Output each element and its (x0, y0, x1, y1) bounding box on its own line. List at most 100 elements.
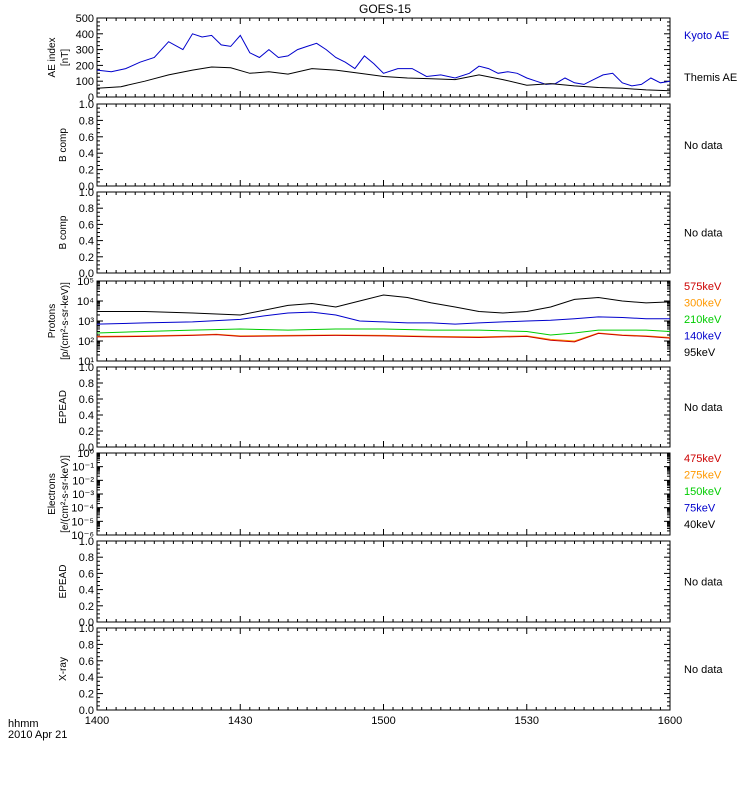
y-tick-label: 0.6 (79, 132, 94, 144)
no-data-label: No data (684, 140, 723, 152)
legend-entry: Themis AE (684, 72, 737, 84)
no-data-label: No data (684, 402, 723, 414)
panel-frame (96, 191, 671, 274)
y-tick-label: 1.0 (79, 99, 94, 111)
y-axis-label: X-ray (58, 657, 69, 681)
x-tick-label: 1500 (371, 715, 395, 727)
y-tick-label: 0 (88, 92, 94, 104)
y-tick-label: 0.8 (79, 203, 94, 215)
y-tick-label: 0.8 (79, 378, 94, 390)
y-tick-label: 1.0 (79, 623, 94, 635)
legend-entry: 40keV (684, 519, 716, 531)
panel-bcomp1: 0.0 0.2 0.4 0.6 0.8 1.0 B comp No data (58, 99, 723, 193)
y-axis-label: B comp (58, 215, 69, 249)
legend-entry: 475keV (684, 453, 722, 465)
y-tick-label: 10⁻² (72, 475, 94, 487)
y-tick-label: 10⁵ (77, 276, 94, 288)
y-tick-label: 500 (76, 13, 94, 25)
panel-epead2: 0.0 0.2 0.4 0.6 0.8 1.0 EPEAD No data (58, 536, 723, 629)
y-tick-label: 10⁻⁵ (71, 516, 94, 528)
y-tick-label: 0.4 (79, 236, 94, 248)
y-tick-label: 10⁻³ (72, 489, 94, 501)
y-tick-label: 10⁰ (77, 448, 94, 460)
y-tick-label: 10² (78, 336, 94, 348)
x-axis: 1400 1430 1500 1530 1600 (85, 715, 682, 727)
y-tick-label: 1.0 (79, 362, 94, 374)
x-tick-label: 1600 (658, 715, 682, 727)
panel-frame (96, 627, 671, 711)
y-tick-label: 0.8 (79, 552, 94, 564)
y-tick-label: 0.6 (79, 656, 94, 668)
panel-frame (96, 103, 671, 187)
y-tick-label: 0.4 (79, 672, 94, 684)
series-line-575kev (96, 332, 671, 343)
y-tick-label: 0.0 (79, 181, 94, 193)
y-tick-label: 0.2 (79, 426, 94, 438)
panel-epead1: 0.0 0.2 0.4 0.6 0.8 1.0 EPEAD No data (58, 362, 723, 454)
legend-entry: 140keV (684, 331, 722, 343)
panels-group: 0 100 200 300 400 500 AE index [nT] Kyoto AE Them… (47, 13, 737, 717)
panel-frame (96, 452, 671, 536)
y-tick-label: 0.8 (79, 115, 94, 127)
y-tick-label: 100 (76, 76, 94, 88)
legend-entry: 210keV (684, 314, 722, 326)
y-tick-label: 10¹ (78, 356, 94, 368)
chart-title: GOES-15 (359, 2, 411, 16)
y-tick-label: 0.8 (79, 639, 94, 651)
y-tick-label: 400 (76, 29, 94, 41)
y-axis-label: [p/(cm²-s-sr-keV)] (60, 282, 71, 360)
y-tick-label: 0.2 (79, 252, 94, 264)
y-tick-label: 300 (76, 45, 94, 57)
x-tick-label: 1400 (85, 715, 109, 727)
y-axis-label: [e/(cm²-s-sr-keV)] (60, 455, 71, 533)
panel-xray: 0.0 0.2 0.4 0.6 0.8 1.0 X-ray No data (58, 623, 723, 717)
y-axis-label: EPEAD (58, 565, 69, 599)
legend-entry: 95keV (684, 347, 716, 359)
panel-bcomp2: 0.0 0.2 0.4 0.6 0.8 1.0 B comp No data (58, 187, 723, 280)
y-tick-label: 0.0 (79, 442, 94, 454)
legend-entry: 575keV (684, 281, 722, 293)
y-tick-label: 0.2 (79, 165, 94, 177)
y-tick-label: 10⁻⁴ (71, 503, 94, 515)
y-tick-label: 0.2 (79, 689, 94, 701)
series-line-140kev (96, 311, 670, 325)
no-data-label: No data (684, 577, 723, 589)
legend-entry: 275keV (684, 470, 722, 482)
panel-frame (96, 17, 671, 98)
y-axis-label: Electrons (47, 473, 58, 515)
legend-entry: 75keV (684, 503, 716, 515)
y-axis-label: [nT] (60, 49, 71, 66)
legend-entry: Kyoto AE (684, 30, 729, 42)
y-tick-label: 10⁻¹ (72, 462, 94, 474)
x-tick-label: 1430 (228, 715, 252, 727)
series-line-210kev (96, 328, 671, 336)
y-tick-label: 10⁴ (77, 296, 94, 308)
y-tick-label: 1.0 (79, 187, 94, 199)
x-footer-date-label: 2010 Apr 21 (8, 729, 67, 741)
legend-entry: 150keV (684, 486, 722, 498)
panel-frame (96, 280, 671, 362)
y-axis-label: AE index (47, 37, 58, 77)
y-tick-label: 0.4 (79, 148, 94, 160)
y-tick-label: 0.0 (79, 705, 94, 717)
panel-frame (96, 366, 671, 448)
y-tick-label: 0.0 (79, 268, 94, 280)
series-line-kyoto-ae (96, 33, 671, 87)
y-tick-label: 0.2 (79, 601, 94, 613)
y-tick-label: 0.4 (79, 410, 94, 422)
y-tick-label: 10⁻⁶ (71, 530, 94, 542)
y-tick-label: 0.6 (79, 219, 94, 231)
x-footer-time-label: hhmm (8, 718, 39, 730)
y-axis-label: EPEAD (58, 390, 69, 424)
y-axis-label: B comp (58, 128, 69, 162)
panel-frame (96, 540, 671, 623)
y-tick-label: 0.6 (79, 394, 94, 406)
y-tick-label: 0.6 (79, 568, 94, 580)
series-line-300kev (96, 332, 671, 342)
panel-electrons: 10⁻⁶ 10⁻⁵10⁻⁴ 10⁻³ 10⁻²10⁻¹ 10⁰ Electrons [e/(… (47, 448, 722, 542)
legend-entry: 300keV (684, 298, 722, 310)
y-axis-label: Protons (47, 304, 58, 338)
no-data-label: No data (684, 664, 723, 676)
x-tick-label: 1530 (515, 715, 539, 727)
